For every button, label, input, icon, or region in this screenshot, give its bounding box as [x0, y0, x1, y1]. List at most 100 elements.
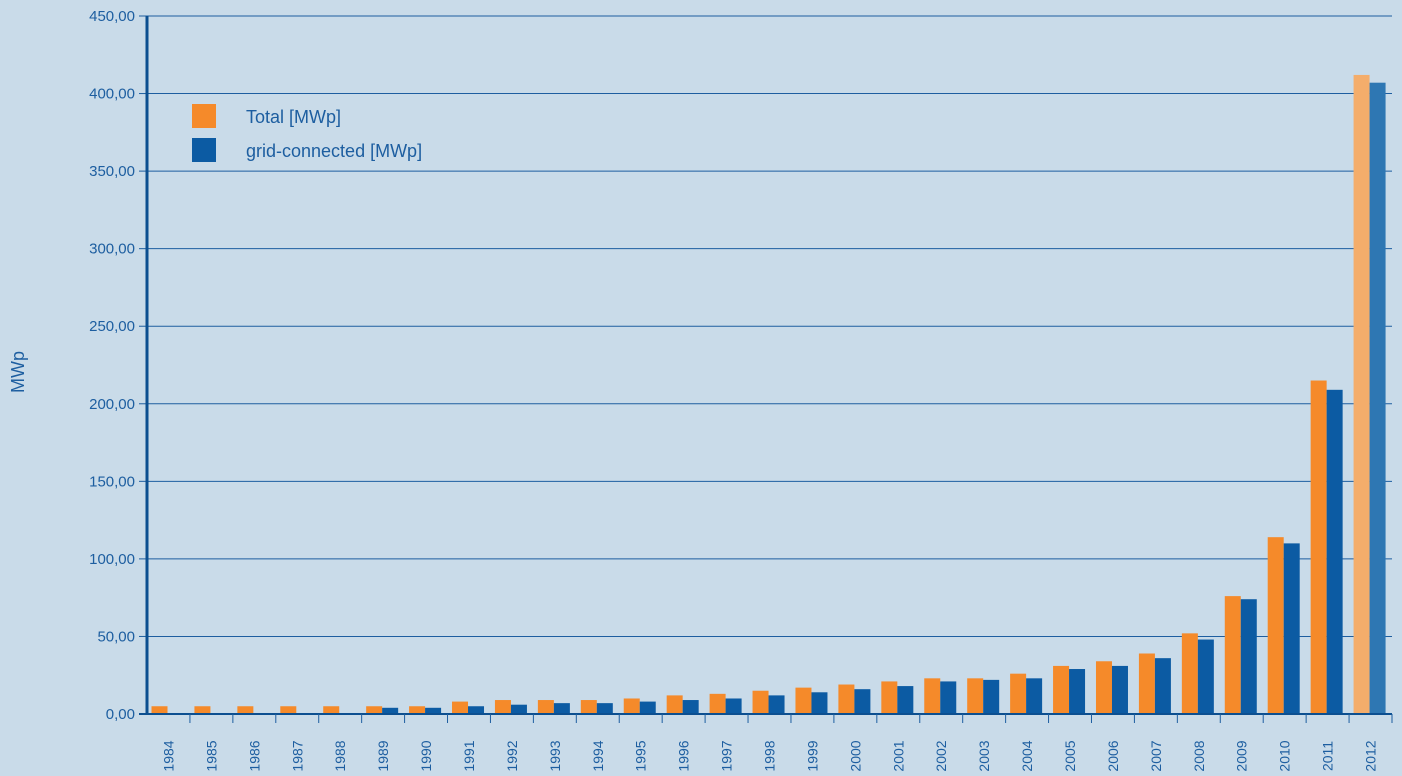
x-tick-label: 2006: [1105, 740, 1121, 771]
bar-grid-connected: [1197, 639, 1214, 714]
x-tick-label: 1994: [590, 740, 606, 771]
y-tick-label: 250,00: [89, 318, 135, 335]
y-tick-label: 450,00: [89, 8, 135, 25]
bar-total: [752, 690, 769, 714]
bar-grid-connected: [1240, 599, 1257, 714]
x-tick-label: 1987: [289, 740, 305, 771]
x-tick-label: 2005: [1062, 740, 1078, 771]
x-tick-label: 2009: [1234, 740, 1250, 771]
y-tick-label: 0,00: [106, 706, 135, 723]
y-axis-label: MWp: [8, 351, 28, 393]
bar-grid-connected: [811, 692, 828, 714]
bar-total: [967, 678, 984, 714]
y-tick-label: 150,00: [89, 473, 135, 490]
y-tick-label: 300,00: [89, 241, 135, 258]
x-tick-label: 2012: [1363, 740, 1379, 771]
x-tick-label: 1998: [762, 740, 778, 771]
bar-total: [151, 706, 168, 714]
bar-grid-connected: [940, 681, 957, 714]
y-tick-label: 400,00: [89, 86, 135, 103]
x-tick-label: 1985: [203, 740, 219, 771]
bar-total: [494, 700, 511, 714]
x-tick-label: 1986: [246, 740, 262, 771]
x-tick-label: 1990: [418, 740, 434, 771]
x-tick-label: 1991: [461, 740, 477, 771]
bar-grid-connected: [425, 707, 442, 714]
bar-total: [323, 706, 340, 714]
bars: [151, 74, 1386, 715]
bar-grid-connected: [1369, 82, 1386, 715]
bar-total: [452, 701, 469, 714]
legend-label-grid: grid-connected [MWp]: [246, 141, 422, 161]
bar-total: [1053, 665, 1070, 714]
x-tick-label: 1999: [804, 740, 820, 771]
bar-grid-connected: [983, 679, 1000, 714]
x-tick-label: 2004: [1019, 740, 1035, 771]
y-tick-label: 200,00: [89, 396, 135, 413]
x-tick-label: 1995: [633, 740, 649, 771]
bar-total: [1181, 633, 1198, 714]
bar-total: [1095, 661, 1112, 714]
bar-total: [366, 706, 383, 714]
bar-grid-connected: [553, 703, 570, 714]
bar-grid-connected: [382, 707, 399, 714]
x-tick-label: 2000: [847, 740, 863, 771]
x-tick-label: 1992: [504, 740, 520, 771]
legend-swatch-grid: [192, 138, 216, 162]
x-tick-label: 2007: [1148, 740, 1164, 771]
bar-grid-connected: [1154, 658, 1171, 714]
x-tick-label: 1997: [719, 740, 735, 771]
x-tick-label: 1989: [375, 740, 391, 771]
bar-total: [666, 695, 683, 714]
bar-grid-connected: [854, 689, 871, 714]
bar-total: [580, 700, 597, 714]
bar-grid-connected: [768, 695, 785, 714]
bar-grid-connected: [639, 701, 656, 714]
bar-grid-connected: [1069, 669, 1086, 714]
x-tick-label: 2008: [1191, 740, 1207, 771]
bar-grid-connected: [468, 706, 485, 714]
x-tick-label: 2010: [1277, 740, 1293, 771]
bar-total: [881, 681, 898, 714]
x-tick-label: 1988: [332, 740, 348, 771]
bar-total: [1010, 673, 1027, 714]
x-tick-label: 2002: [933, 740, 949, 771]
y-tick-label: 50,00: [97, 628, 135, 645]
bar-grid-connected: [725, 698, 742, 714]
x-tick-label: 2003: [976, 740, 992, 771]
legend-label-total: Total [MWp]: [246, 107, 341, 127]
gridlines: [147, 15, 1392, 637]
bar-total: [280, 706, 297, 714]
bar-total: [924, 678, 941, 714]
x-tick-label: 2001: [890, 740, 906, 771]
legend-swatch-total: [192, 104, 216, 128]
bar-total: [537, 700, 554, 714]
y-axis-ticks: 0,00 50,00 100,00 150,00 200,00 250,00 300,00 3…: [89, 8, 147, 723]
bar-grid-connected: [596, 703, 613, 714]
x-tick-label: 1984: [160, 740, 176, 771]
bar-total: [1310, 380, 1327, 714]
y-tick-label: 100,00: [89, 551, 135, 568]
x-tick-label: 2011: [1320, 741, 1336, 771]
bar-total: [194, 706, 211, 714]
bar-grid-connected: [897, 686, 914, 714]
bar-total: [1224, 596, 1241, 714]
bar-total: [409, 706, 426, 714]
bar-total: [1353, 74, 1370, 715]
bar-total: [237, 706, 254, 714]
bar-total: [1267, 537, 1284, 714]
bar-total: [709, 693, 726, 714]
bar-total: [795, 687, 812, 714]
bar-total: [1138, 653, 1155, 714]
bar-grid-connected: [1026, 678, 1043, 714]
x-tick-label: 1996: [676, 740, 692, 771]
bar-grid-connected: [1326, 389, 1343, 714]
bar-total: [623, 698, 640, 714]
bar-grid-connected: [682, 700, 699, 714]
y-tick-label: 350,00: [89, 163, 135, 180]
x-tick-label: 1993: [547, 740, 563, 771]
legend: Total [MWp] grid-connected [MWp]: [192, 104, 422, 162]
bar-total: [838, 684, 855, 714]
bar-grid-connected: [1283, 543, 1300, 714]
